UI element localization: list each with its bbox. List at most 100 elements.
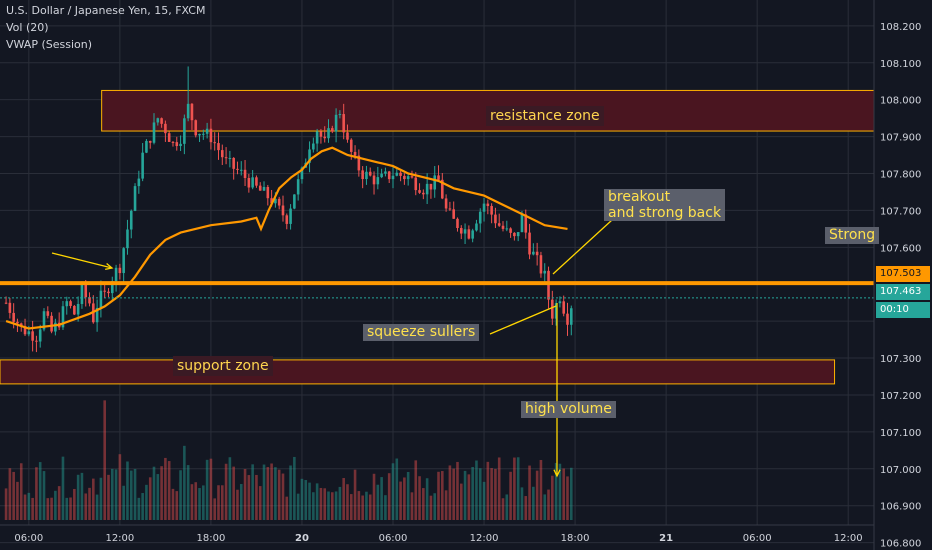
volume-bar [304,480,308,520]
candle-body [475,223,478,231]
volume-bar [429,495,433,520]
volume-bar [46,498,50,520]
volume-bar [171,488,175,520]
resistance-zone-label[interactable]: resistance zone [486,106,604,126]
vwap-line[interactable] [5,146,568,330]
candle-body [437,175,440,180]
volume-bar [478,468,482,520]
volume-bar [312,492,315,520]
volume-bar [353,469,357,520]
squeeze-annotation[interactable]: squeeze sullers [363,324,480,341]
volume-bar [274,467,277,520]
candle-body [482,203,486,212]
candle-body [80,284,84,304]
candle-body [380,173,383,178]
candle-body [418,190,421,193]
volume-bar [107,474,110,520]
volume-bar [551,475,554,520]
candle-body [554,303,558,319]
candle-body [186,103,190,119]
volume-bar [497,457,501,520]
candle-body [300,167,304,180]
volume-bar [148,477,152,520]
candle-body [497,223,501,226]
strong-annotation[interactable]: Strong [825,227,880,244]
volume-indicator-label[interactable]: Vol (20) [6,21,49,34]
volume-bar [202,485,205,520]
candle-body [289,208,292,224]
time-tick-label: 20 [295,533,309,544]
candle-body [156,118,160,123]
candle-body [220,150,224,158]
volume-bar [281,473,285,520]
candle-body [42,311,46,330]
volume-bar [133,468,137,520]
volume-bars [4,400,573,520]
candle-body [494,214,497,224]
candle-body [129,210,133,230]
candle-body [183,118,186,144]
volume-bar [65,497,69,520]
volume-bar [300,478,304,520]
price-tick-label: 107.300 [880,354,921,365]
candle-body [46,311,50,316]
candle-body [152,122,156,143]
price-tick-label: 107.200 [880,391,921,402]
candle-body [406,176,410,180]
volume-bar [520,487,524,520]
price-tick-label: 107.000 [880,465,921,476]
volume-bar [164,457,167,520]
support-zone-box[interactable] [0,359,836,385]
volume-bar [441,471,444,520]
breakout-annotation[interactable]: breakout and strong back [604,189,726,221]
candle-body [266,187,270,199]
volume-bar [266,467,270,520]
price-tick-label: 107.900 [880,133,921,144]
candle-body [224,157,228,159]
candle-body [513,232,516,237]
support-zone-label[interactable]: support zone [173,356,273,376]
volume-bar [84,493,88,520]
candle-body [486,203,490,207]
candle-body [270,198,273,204]
candle-body [69,301,72,306]
volume-bar [243,468,247,520]
candle-body [274,198,277,204]
candle-body [236,168,239,170]
candle-body [296,179,300,195]
candle-body [194,120,198,136]
volume-bar [342,478,345,520]
volume-bar [387,473,391,520]
entry-arrow[interactable] [51,252,113,269]
candle-body [73,305,76,315]
high-volume-arrow-head [553,469,561,478]
volume-bar [323,488,327,520]
candle-body [448,208,452,210]
candle-body [551,299,554,319]
volume-bar [19,463,23,520]
vwap-indicator-label[interactable]: VWAP (Session) [6,38,93,51]
breakout-pointer[interactable] [552,219,613,275]
volume-bar [239,484,243,520]
candle-body [516,232,520,237]
volume-bar [418,476,421,520]
candle-body [88,297,91,304]
volume-bar [103,400,106,520]
squeeze-pointer[interactable] [489,305,557,335]
volume-bar [175,491,179,520]
volume-bar [448,465,452,520]
candle-body [338,114,342,116]
volume-bar [88,487,91,520]
candle-body [323,136,327,139]
volume-bar [505,494,509,520]
volume-bar [327,491,330,520]
candle-body [38,329,42,342]
volume-bar [399,481,402,520]
volume-bar [331,492,334,520]
volume-bar [437,471,440,520]
volume-bar [277,469,281,520]
volume-bar [308,482,311,520]
high-volume-annotation[interactable]: high volume [521,401,616,418]
candle-body [54,322,57,332]
